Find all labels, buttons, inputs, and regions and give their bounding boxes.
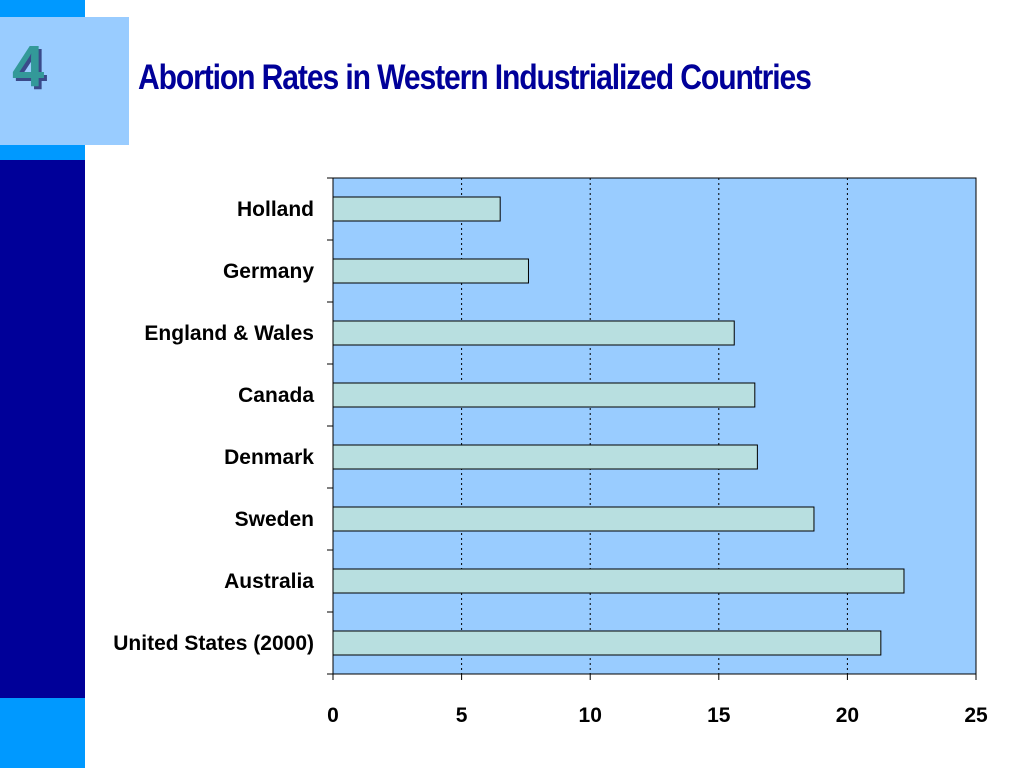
- category-label: Canada: [238, 384, 314, 407]
- category-label: Sweden: [235, 508, 314, 531]
- bar-australia: [332, 568, 905, 594]
- x-tick-label: 25: [964, 704, 988, 727]
- category-label: Holland: [237, 198, 314, 221]
- bar-canada: [332, 382, 756, 408]
- x-tick-label: 5: [456, 704, 468, 727]
- bar-holland: [332, 196, 501, 222]
- slide-title: Abortion Rates in Western Industrialized…: [138, 58, 812, 97]
- bar-germany: [332, 258, 529, 284]
- x-tick-label: 0: [327, 704, 339, 727]
- x-tick-label: 20: [836, 704, 859, 727]
- slide-number-box: [0, 17, 129, 145]
- category-label: Germany: [223, 260, 314, 283]
- x-tick-label: 15: [707, 704, 731, 727]
- plot-area: [332, 177, 977, 675]
- bars: [332, 196, 905, 656]
- category-label: United States (2000): [113, 632, 314, 655]
- sidebar-bottom-band: [0, 698, 85, 768]
- category-label: Denmark: [224, 446, 314, 469]
- category-label: Australia: [224, 570, 314, 593]
- bar-england-wales: [332, 320, 735, 346]
- slide-number: 4: [12, 34, 45, 99]
- sidebar-dark-band: [0, 160, 85, 698]
- bar-united-states-2000: [332, 630, 882, 656]
- axes: [327, 177, 977, 680]
- bar-sweden: [332, 506, 815, 532]
- x-tick-label: 10: [579, 704, 602, 727]
- x-tick-labels: 0 5 10 15 20 25: [327, 704, 988, 727]
- bar-denmark: [332, 444, 758, 470]
- category-label: England & Wales: [144, 322, 314, 345]
- category-labels: Holland Germany England & Wales Canada Denma…: [113, 198, 314, 655]
